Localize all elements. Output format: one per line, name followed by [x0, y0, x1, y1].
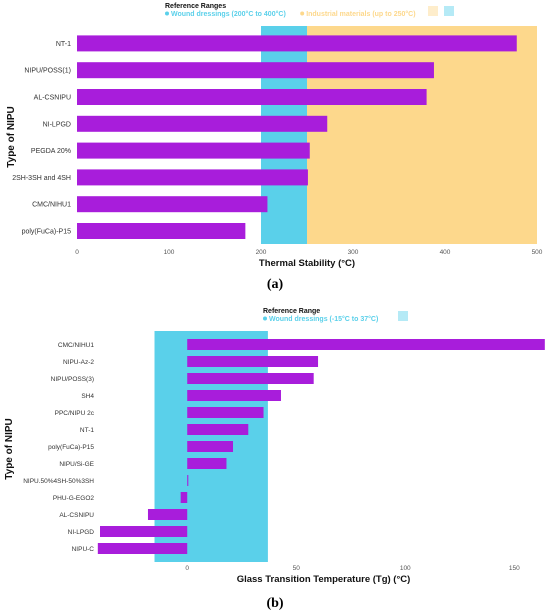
legend-marker	[165, 11, 169, 16]
legend-item-label: Wound dressings (-15°C to 37°C)	[269, 315, 378, 323]
category-tick-label: NI-LPGD	[68, 529, 95, 536]
category-tick-label: 2SH-3SH and 4SH	[12, 175, 71, 182]
bar	[180, 492, 188, 503]
category-tick-label: NIPU-Az-2	[63, 359, 94, 366]
bar	[187, 424, 249, 435]
category-tick-label: poly(FuCa)-P15	[48, 444, 94, 451]
y-axis-label: Type of NIPU	[6, 106, 17, 167]
x-tick-label: 100	[400, 565, 411, 572]
bar	[187, 356, 319, 367]
legend-item-label: Industrial materials (up to 250°C)	[306, 10, 415, 18]
category-tick-label: AL-CSNIPU	[59, 512, 94, 519]
chart-panel-a: NT-1 NIPU/POSS(1) AL-CSNIPU NI-LPGD PEGDA 20…	[6, 3, 543, 269]
category-tick-label: PPC/NIPU 2c	[55, 410, 95, 417]
category-tick-label: NT-1	[80, 427, 94, 434]
x-axis-label: Thermal Stability (°C)	[259, 258, 355, 269]
bar	[97, 543, 188, 554]
legend-marker	[300, 11, 305, 16]
x-tick-label: 0	[75, 249, 79, 256]
category-tick-label: NIPU/POSS(1)	[24, 68, 71, 75]
x-axis-label: Glass Transition Temperature (Tg) (°C)	[237, 574, 411, 585]
reference-band	[307, 26, 537, 244]
x-tick-label: 0	[185, 565, 189, 572]
category-tick-label: PEGDA 20%	[31, 148, 71, 155]
category-tick-label: CMC/NIHU1	[58, 342, 94, 349]
reference-band	[261, 26, 307, 244]
panel-caption-b: (b)	[266, 596, 284, 611]
bar	[187, 390, 281, 401]
legend-swatch	[428, 6, 438, 16]
legend-swatch	[398, 311, 408, 321]
category-tick-label: NIPU/POSS(3)	[51, 376, 94, 383]
category-tick-label: poly(FuCa)-P15	[22, 229, 72, 236]
bar	[100, 526, 188, 537]
legend-swatch	[444, 6, 454, 16]
x-tick-label: 150	[509, 565, 520, 572]
category-tick-label: AL-CSNIPU	[34, 95, 71, 102]
bar	[187, 458, 227, 469]
bar	[77, 196, 268, 213]
bar	[187, 373, 314, 384]
bar	[77, 62, 434, 79]
bar	[187, 407, 264, 418]
y-axis-label: Type of NIPU	[4, 418, 15, 479]
bar	[77, 169, 308, 186]
category-tick-label: PHU-G-EGO2	[53, 495, 95, 502]
category-tick-label: NIPU/Si-GE	[59, 461, 94, 468]
category-tick-label: NIPU-C	[72, 546, 95, 553]
bar	[187, 339, 545, 350]
category-tick-label: NIPU.50%4SH-50%3SH	[23, 478, 94, 485]
bar	[77, 142, 310, 159]
legend-title: Reference Ranges	[165, 3, 226, 10]
category-tick-label: SH4	[81, 393, 94, 400]
bar	[187, 441, 234, 452]
category-tick-label: NI-LPGD	[43, 121, 71, 128]
bar	[77, 89, 427, 105]
bar	[187, 475, 189, 486]
legend-item-label: Wound dressings (200°C to 400°C)	[171, 10, 286, 18]
x-tick-label: 400	[440, 249, 451, 256]
legend-marker	[263, 316, 267, 321]
x-tick-label: 500	[532, 249, 543, 256]
category-tick-label: CMC/NIHU1	[32, 202, 71, 209]
bar	[77, 115, 328, 132]
bar	[77, 35, 517, 52]
category-tick-label: NT-1	[56, 41, 71, 48]
legend-title: Reference Range	[263, 308, 320, 315]
panel-caption-a: (a)	[266, 277, 284, 292]
x-tick-label: 300	[348, 249, 359, 256]
x-tick-label: 50	[293, 565, 301, 572]
bar	[147, 509, 188, 520]
bar	[77, 223, 246, 239]
chart-panel-b: CMC/NIHU1 NIPU-Az-2 NIPU/POSS(3) SH4 PPC/NIP…	[4, 308, 545, 585]
x-tick-label: 100	[164, 249, 175, 256]
x-tick-label: 200	[256, 249, 267, 256]
